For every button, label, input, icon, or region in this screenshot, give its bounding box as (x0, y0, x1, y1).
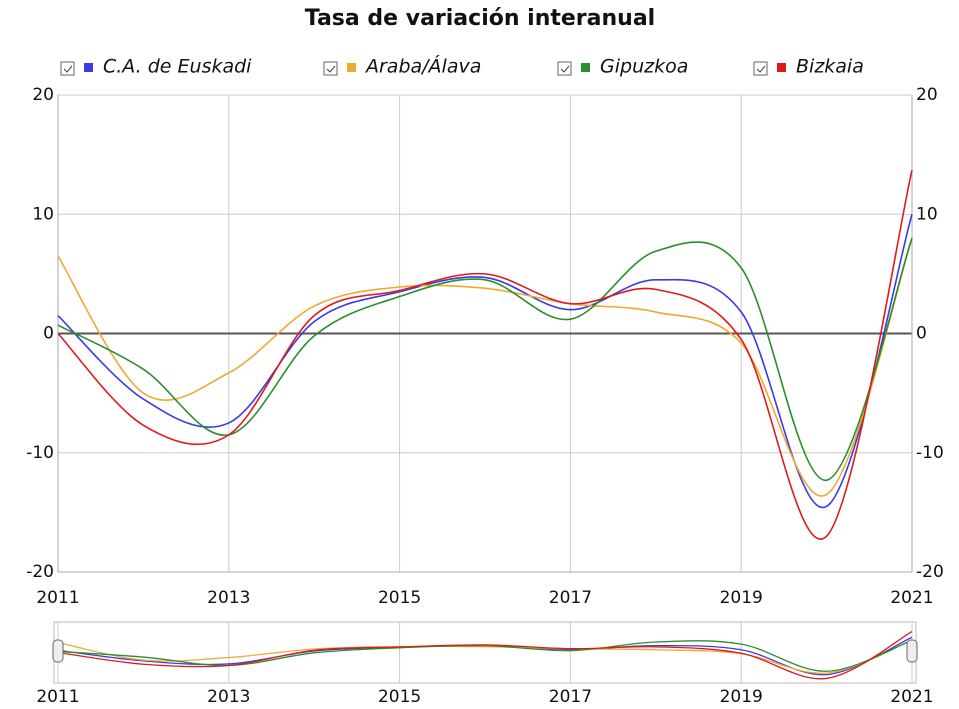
navigator-handle[interactable] (52, 639, 64, 663)
x-tick-label: 2011 (36, 588, 79, 608)
legend-checkbox[interactable] (557, 61, 572, 76)
y2-tick-label: 20 (916, 85, 938, 105)
line (57, 237, 913, 497)
line (57, 214, 913, 509)
navigator-x-label: 2021 (890, 687, 933, 707)
y-tick-label: 0 (43, 324, 54, 344)
navigator-x-label: 2019 (720, 687, 763, 707)
navigator-line (57, 631, 913, 680)
y2-tick-label: -20 (916, 562, 944, 582)
legend-check (560, 65, 570, 73)
legend-checkbox[interactable] (60, 61, 75, 76)
y2-tick-label: -10 (916, 443, 944, 463)
x-tick-label: 2019 (720, 588, 763, 608)
legend-swatch (347, 63, 356, 72)
legend-label: Araba/Álava (364, 55, 481, 78)
x-tick-label: 2013 (207, 588, 250, 608)
legend-label: C.A. de Euskadi (103, 56, 252, 78)
line (57, 237, 913, 481)
navigator-x-label: 2017 (549, 687, 592, 707)
legend-swatch (581, 63, 590, 72)
legend-check (63, 65, 73, 73)
navigator (53, 621, 917, 684)
navigator-x-label: 2011 (36, 687, 79, 707)
y-tick-label: 10 (32, 204, 54, 224)
y2-tick-label: 0 (916, 324, 927, 344)
legend-check (756, 65, 766, 73)
y-tick-label: -20 (26, 562, 54, 582)
legend-checkbox[interactable] (323, 61, 338, 76)
chart-title: Tasa de variación interanual (305, 6, 655, 31)
legend-check (326, 65, 336, 73)
navigator-line (57, 639, 913, 674)
x-tick-label: 2021 (890, 588, 933, 608)
legend-checkbox[interactable] (753, 61, 768, 76)
legend-label: Gipuzkoa (600, 56, 688, 78)
navigator-line (57, 639, 913, 672)
navigator-x-label: 2013 (207, 687, 250, 707)
navigator-handle[interactable] (906, 639, 918, 663)
y-tick-label: -10 (26, 443, 54, 463)
legend-swatch (84, 63, 93, 72)
y2-tick-label: 10 (916, 204, 938, 224)
legend-label: Bizkaia (796, 56, 864, 78)
x-tick-label: 2015 (378, 588, 421, 608)
legend-swatch (777, 63, 786, 72)
line (57, 169, 913, 540)
x-tick-label: 2017 (549, 588, 592, 608)
navigator-x-label: 2015 (378, 687, 421, 707)
y-tick-label: 20 (32, 85, 54, 105)
